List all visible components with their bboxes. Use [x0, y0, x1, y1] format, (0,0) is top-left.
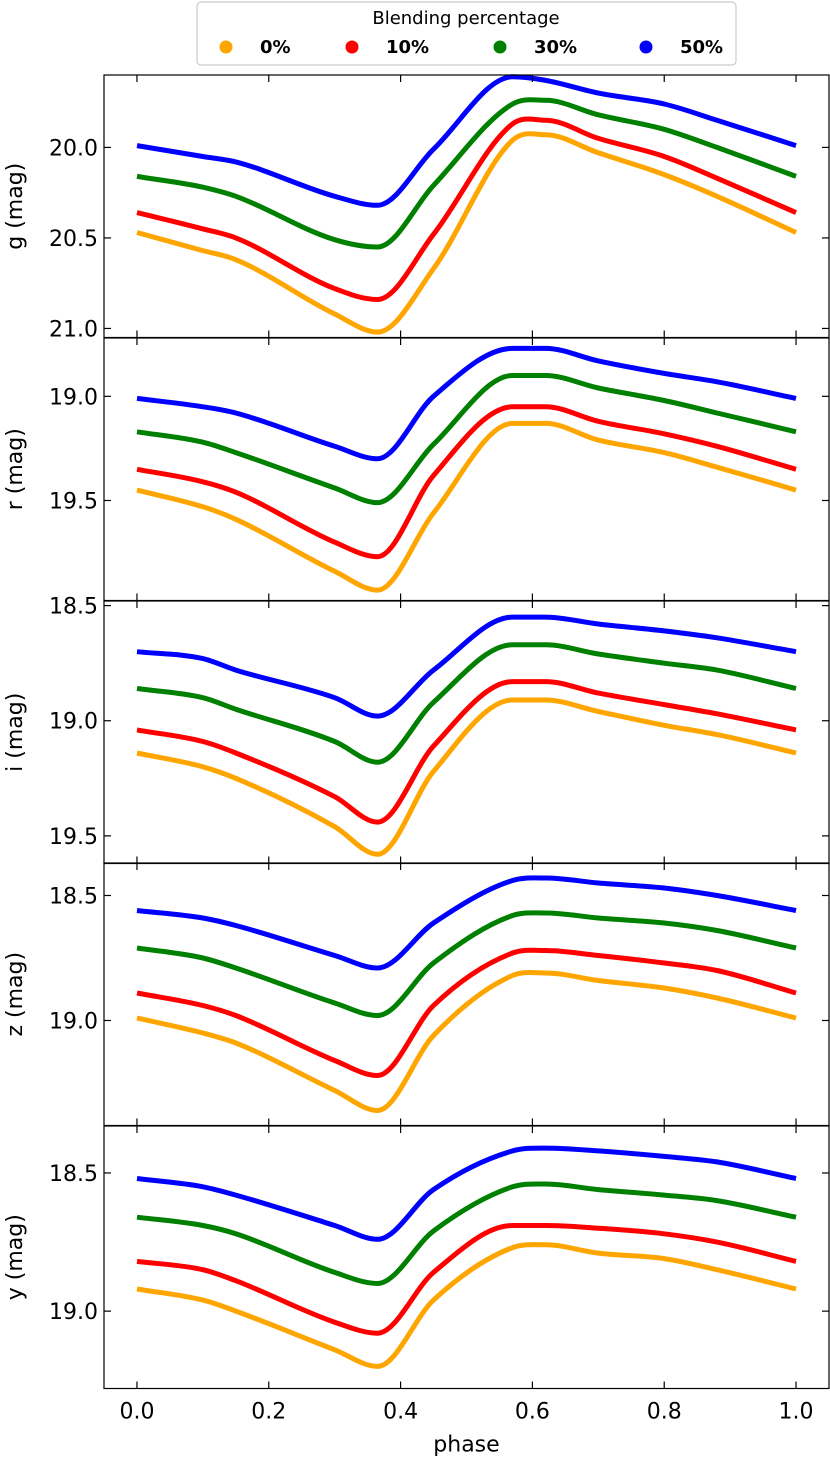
series-line-g-10pct	[136, 116, 798, 302]
y-tick-label-z-1: 19.0	[49, 1010, 98, 1035]
series-line-z-30pct	[136, 910, 797, 1018]
panel-z: 18.5 19.0 z (mag)	[3, 862, 830, 1127]
y-axis-label-g: g (mag)	[3, 163, 28, 250]
y-tick-label-g-0: 20.0	[49, 136, 98, 161]
y-tick-label-i-1: 19.0	[49, 710, 98, 735]
x-tick-label-5: 1.0	[779, 1400, 814, 1425]
series-line-i-10pct	[136, 679, 797, 825]
y-tick-label-y-0: 18.5	[49, 1162, 98, 1187]
series-line-y-30pct	[136, 1181, 797, 1286]
legend: Blending percentage 0% 10% 30% 50%	[196, 1, 737, 66]
x-tick-label-1: 0.2	[251, 1400, 286, 1425]
x-axis-label: phase	[433, 1433, 499, 1458]
series-line-r-50pct	[136, 345, 797, 462]
panel-i: 18.5 19.0 19.5 i (mag)	[3, 595, 830, 865]
panel-y: 18.5 19.0 y (mag)	[3, 1125, 830, 1390]
legend-label-2: 10%	[386, 37, 429, 58]
series-line-z-50pct	[136, 875, 797, 971]
x-tick-label-0: 0.0	[119, 1400, 154, 1425]
series-line-z-10pct	[136, 947, 797, 1078]
series-line-g-50pct	[136, 74, 797, 208]
series-line-y-50pct	[136, 1145, 797, 1242]
series-line-z-0pct	[136, 970, 797, 1113]
series-line-i-50pct	[136, 614, 797, 719]
series-line-y-0pct	[136, 1242, 797, 1369]
panel-g: 20.0 20.5 21.0 g (mag)	[3, 74, 830, 342]
legend-label-3: 30%	[534, 37, 577, 58]
x-tick-label-4: 0.8	[647, 1400, 682, 1425]
legend-title: Blending percentage	[372, 8, 559, 29]
x-tick-label-2: 0.4	[383, 1400, 418, 1425]
y-tick-label-g-2: 21.0	[49, 317, 98, 342]
y-axis-label-z: z (mag)	[3, 952, 28, 1037]
y-tick-label-y-1: 19.0	[49, 1300, 98, 1325]
legend-label-1: 0%	[260, 37, 291, 58]
y-axis-label-i: i (mag)	[3, 693, 28, 772]
y-tick-label-g-1: 20.5	[49, 227, 98, 252]
y-tick-label-z-0: 18.5	[49, 885, 98, 910]
legend-marker-4	[639, 40, 653, 54]
series-line-r-30pct	[136, 373, 797, 506]
y-tick-label-i-0: 18.5	[49, 595, 98, 620]
series-line-g-0pct	[136, 131, 798, 335]
legend-label-4: 50%	[680, 37, 723, 58]
y-axis-label-r: r (mag)	[3, 428, 28, 510]
legend-marker-3	[493, 40, 507, 54]
panel-r: 19.0 19.5 r (mag)	[3, 337, 830, 602]
legend-frame	[196, 1, 737, 66]
panel-frame-y	[103, 1125, 830, 1390]
y-tick-label-r-1: 19.5	[49, 490, 98, 515]
y-tick-label-r-0: 19.0	[49, 385, 98, 410]
x-tick-label-3: 0.6	[515, 1400, 550, 1425]
y-axis-label-y: y (mag)	[3, 1214, 28, 1300]
y-tick-label-i-2: 19.5	[49, 825, 98, 850]
series-line-r-10pct	[136, 404, 797, 560]
legend-marker-2	[345, 40, 359, 54]
series-line-y-10pct	[136, 1223, 797, 1336]
series-line-i-0pct	[136, 697, 797, 857]
legend-marker-1	[219, 40, 233, 54]
series-line-i-30pct	[136, 642, 797, 765]
series-line-g-30pct	[136, 97, 797, 250]
series-line-r-0pct	[136, 420, 797, 593]
